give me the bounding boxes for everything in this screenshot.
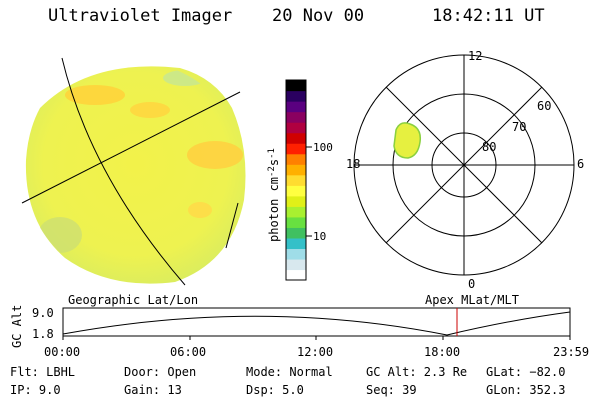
time-tick-2359: 23:59: [553, 345, 589, 359]
polar-diagonal-2: [385, 86, 543, 244]
colorbar-cell: [286, 237, 306, 250]
lat-label-80: 80: [482, 140, 496, 154]
observation-time: 18:42:11 UT: [432, 6, 545, 26]
time-tick-0600: 06:00: [170, 345, 206, 359]
info-seq: Seq: 39: [366, 383, 417, 397]
info-glon: GLon: 352.3: [486, 383, 566, 397]
info-door: Door: Open: [124, 365, 197, 379]
info-ip: IP: 9.0: [10, 383, 61, 397]
geographic-title: Geographic Lat/Lon: [68, 293, 198, 307]
time-tick-1200: 12:00: [297, 345, 333, 359]
timeline-frame: [62, 307, 571, 337]
colorbar-cell: [286, 101, 306, 113]
colorbar-cell: [286, 164, 306, 176]
colorbar-cell: [286, 248, 306, 260]
colorbar-cell: [286, 174, 306, 186]
colorbar-cell: [286, 143, 306, 155]
colorbar-cell: [286, 153, 306, 165]
colorbar-cell: [286, 111, 306, 123]
colorbar-cell: [286, 122, 306, 134]
apex-title: Apex MLat/MLT: [425, 293, 519, 307]
info-gain: Gain: 13: [124, 383, 182, 397]
instrument-title: Ultraviolet Imager: [48, 6, 233, 26]
gc-alt-axis-label: GC Alt: [10, 305, 24, 348]
mlt-label-0: 0: [468, 277, 475, 291]
info-mode: Mode: Normal: [246, 365, 333, 379]
earth-disk: [21, 57, 246, 286]
colorbar-tick-10: 10: [313, 230, 326, 243]
mlt-label-18: 18: [346, 157, 360, 171]
auroral-patch: [393, 122, 422, 159]
info-flt: Flt: LBHL: [10, 365, 76, 379]
info-dsp: Dsp: 5.0: [246, 383, 304, 397]
time-tick-1800: 18:00: [424, 345, 460, 359]
colorbar-cell: [286, 258, 306, 271]
colorbar-cell: [286, 269, 306, 281]
lat-label-60: 60: [537, 99, 551, 113]
colorbar-cell: [286, 185, 306, 197]
colorbar-cell: [286, 216, 306, 228]
mlt-label-12: 12: [468, 49, 482, 63]
colorbar-cell: [286, 80, 306, 92]
observation-date: 20 Nov 00: [272, 6, 365, 26]
altitude-curve: [62, 311, 571, 336]
colorbar-cell: [286, 132, 306, 144]
gc-alt-max: 9.0: [32, 306, 54, 320]
lat-label-70: 70: [512, 120, 526, 134]
gc-alt-min: 1.8: [32, 327, 54, 341]
colorbar-cell: [286, 90, 306, 102]
info-gc-alt: GC Alt: 2.3 Re: [366, 365, 468, 379]
colorbar-tick-100: 100: [313, 141, 333, 154]
colorbar-cell: [286, 227, 306, 239]
colorbar-unit-label: photon cm-2s-1: [267, 148, 281, 242]
colorbar-cell: [286, 206, 306, 218]
mlt-label-6: 6: [577, 157, 584, 171]
time-tick-0000: 00:00: [44, 345, 80, 359]
info-glat: GLat: −82.0: [486, 365, 566, 379]
colorbar-cell: [286, 195, 306, 207]
